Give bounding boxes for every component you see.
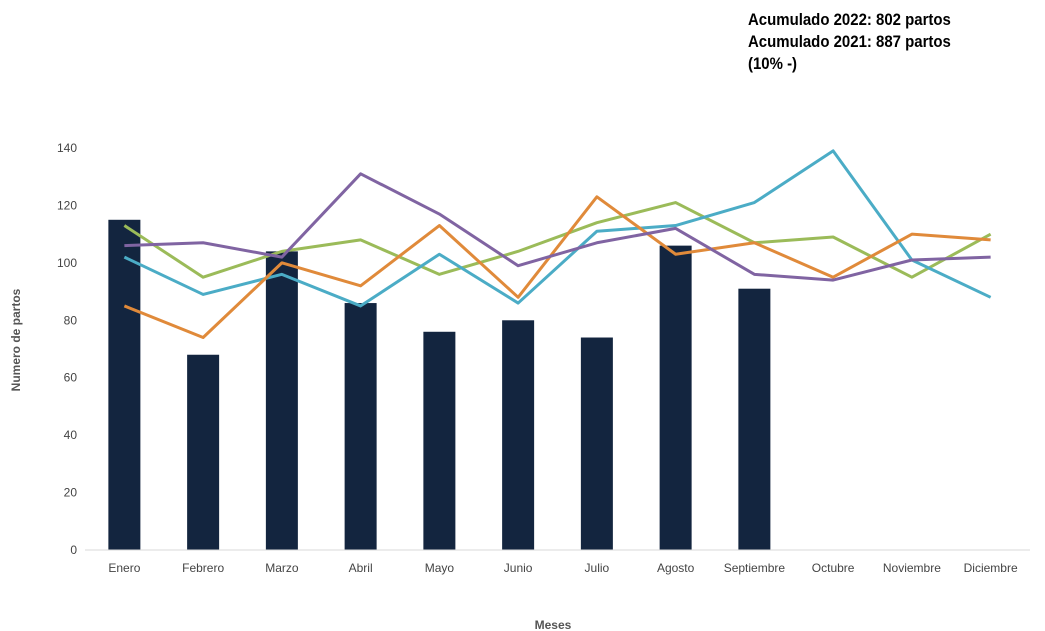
- x-axis-title: Meses: [535, 618, 572, 631]
- bar: [738, 288, 771, 550]
- y-tick-label: 0: [70, 543, 77, 557]
- bar: [423, 331, 456, 550]
- bar: [108, 219, 141, 551]
- x-tick-label: Abril: [349, 561, 373, 575]
- bar: [187, 354, 220, 550]
- y-tick-label: 120: [57, 198, 77, 212]
- annotation-line-2: Acumulado 2021: 887 partos: [748, 32, 951, 51]
- lines-layer: [123, 149, 992, 340]
- y-axis-title: Numero de partos: [9, 288, 23, 391]
- annotation-block: Acumulado 2022: 802 partos Acumulado 202…: [748, 9, 979, 75]
- bar: [344, 303, 377, 550]
- y-tick-label: 60: [64, 371, 78, 385]
- x-tick-label: Marzo: [265, 561, 299, 575]
- bar: [580, 337, 613, 550]
- y-tick-label: 80: [64, 313, 78, 327]
- x-tick-label: Septiembre: [724, 561, 786, 575]
- x-tick-label: Mayo: [425, 561, 455, 575]
- y-tick-label: 40: [64, 428, 78, 442]
- x-tick-label: Enero: [108, 561, 140, 575]
- x-tick-label: Julio: [585, 561, 610, 575]
- x-tick-label: Junio: [504, 561, 533, 575]
- bars-layer: [108, 219, 771, 551]
- bar: [265, 251, 298, 550]
- x-tick-labels: Enero Febrero Marzo Abril Mayo Junio Julio Agos…: [108, 561, 1018, 575]
- x-tick-label: Octubre: [812, 561, 855, 575]
- y-tick-label: 100: [57, 256, 77, 270]
- annotation-line-1: Acumulado 2022: 802 partos: [748, 10, 951, 29]
- annotation-line-3: (10% -): [748, 54, 798, 73]
- y-tick-label: 140: [57, 141, 77, 155]
- x-tick-label: Diciembre: [964, 561, 1018, 575]
- series-line-3: [123, 195, 991, 340]
- x-tick-label: Febrero: [182, 561, 224, 575]
- y-tick-label: 20: [64, 486, 78, 500]
- bar: [659, 245, 692, 550]
- y-tick-labels: 0 20 40 60 80 100 120 140: [57, 141, 77, 557]
- series-line-4: [124, 172, 991, 282]
- series-line-2: [123, 149, 992, 308]
- x-tick-label: Noviembre: [883, 561, 941, 575]
- x-tick-label: Agosto: [657, 561, 695, 575]
- bar: [502, 320, 535, 550]
